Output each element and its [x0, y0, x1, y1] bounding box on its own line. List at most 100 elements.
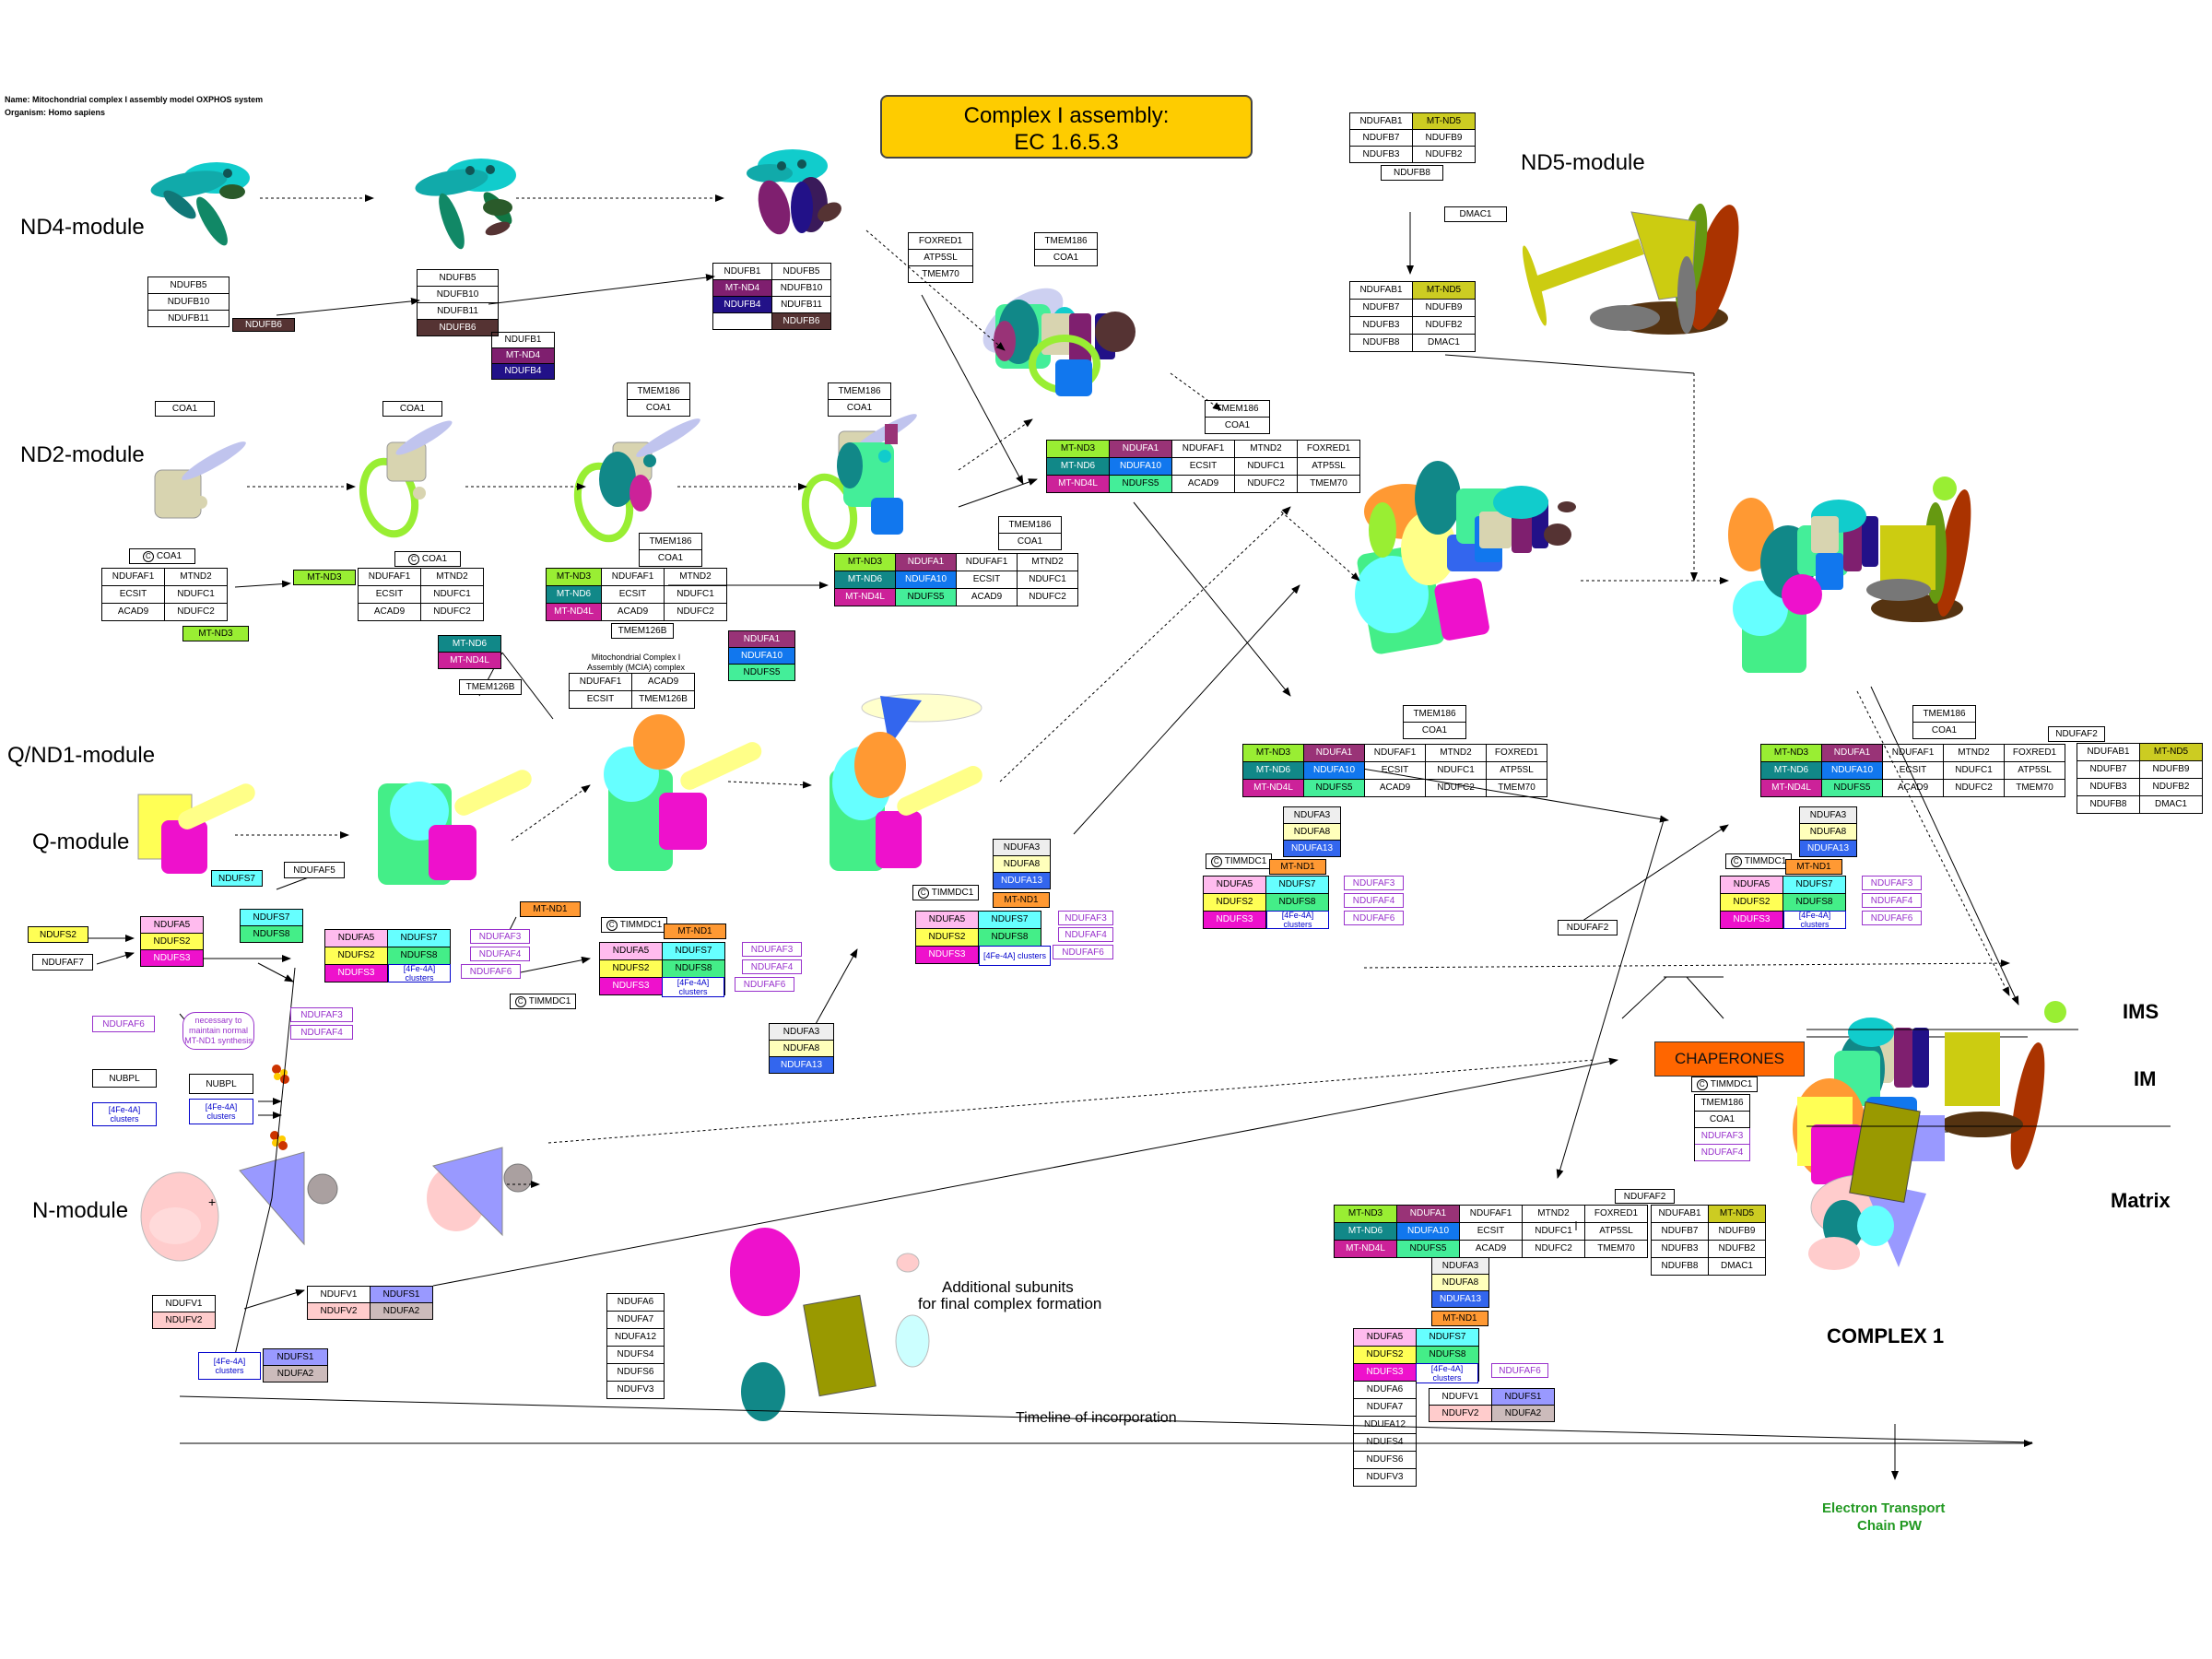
protein-ndufb2: NDUFB2	[1413, 317, 1476, 335]
protein-ndufs3: NDUFS3	[600, 978, 663, 995]
protein-coa1: COA1	[999, 534, 1062, 550]
protein-ndufs5: NDUFS5	[1822, 780, 1883, 797]
protein-ndufb2: NDUFB2	[2140, 779, 2203, 796]
protein-ndufb1: NDUFB1	[713, 264, 772, 280]
protein-mt-nd6: MT-ND6	[1243, 762, 1304, 780]
protein-ndufaf4: NDUFAF4	[1058, 927, 1113, 942]
protein-ndufa1: NDUFA1	[1304, 745, 1365, 762]
protein-ndufv3: NDUFV3	[607, 1382, 665, 1399]
protein-ndufa13: NDUFA13	[770, 1057, 834, 1074]
protein-nubpl: NUBPL	[189, 1074, 253, 1094]
empty-cell	[713, 313, 772, 330]
nd4-stage3-glyph	[747, 149, 841, 235]
nd2-stage1-glyph	[154, 441, 246, 519]
nd2-tmem186-b: TMEM186 COA1	[828, 382, 891, 417]
fe-s-cluster-box: [4Fe-4A] clusters	[979, 946, 1051, 966]
protein-ndufa8: NDUFA8	[1800, 824, 1857, 841]
protein-timmdc1: C TIMMDC1	[1691, 1077, 1758, 1092]
protein-nubpl: NUBPL	[92, 1069, 157, 1088]
intermediate2-table: MT-ND3 NDUFA1 NDUFAF1 MTND2 FOXRED1 MT-ND6 NDU…	[1760, 744, 2065, 797]
protein-mtnd2: MTND2	[1235, 441, 1298, 458]
protein-ndufc1: NDUFC1	[1426, 762, 1487, 780]
protein-ndufa13: NDUFA13	[1284, 841, 1341, 857]
complex1-final-glyph	[1793, 1001, 2066, 1270]
additional-subunits-glyph	[730, 1228, 930, 1421]
protein-tmem126b: TMEM126B	[459, 679, 522, 695]
protein-ndufa1: NDUFA1	[729, 631, 795, 648]
protein-ndufv1: NDUFV1	[308, 1287, 371, 1303]
protein-ndufs7: NDUFS7	[1417, 1329, 1479, 1347]
protein-ndufa5: NDUFA5	[600, 943, 663, 960]
nd4-ndufb1-table: NDUFB1 MT-ND4 NDUFB4	[491, 332, 555, 380]
protein-ndufaf1: NDUFAF1	[570, 674, 632, 691]
protein-ndufs8: NDUFS8	[979, 929, 1041, 947]
mcia-label-line2: Assembly (MCIA) complex	[587, 663, 686, 672]
module-label-qnd1: Q/ND1-module	[7, 743, 156, 768]
final-additional-table: NDUFA6 NDUFA7 NDUFA12 NDUFS4 NDUFS6 NDUFV3	[1353, 1381, 1417, 1487]
protein-ndufa10: NDUFA10	[729, 648, 795, 665]
nd2-stage3-table: MT-ND3 NDUFAF1 MTND2 MT-ND6 ECSIT NDUFC1 MT-ND…	[546, 568, 727, 621]
protein-ecsit: ECSIT	[1172, 458, 1235, 476]
protein-ndufs2: NDUFS2	[1354, 1347, 1417, 1364]
protein-ndufa8: NDUFA8	[1284, 824, 1341, 841]
protein-ecsit: ECSIT	[570, 691, 632, 709]
protein-ndufb9: NDUFB9	[2140, 761, 2203, 779]
n-stage2-table: NDUFV1 NDUFS1 NDUFV2 NDUFA2	[307, 1286, 433, 1320]
nd2-nda1-stack: NDUFA1 NDUFA10 NDUFS5	[728, 630, 795, 681]
protein-tmem186: TMEM186	[1206, 401, 1270, 418]
protein-mt-nd6: MT-ND6	[439, 636, 501, 653]
protein-ndufa1: NDUFA1	[896, 554, 957, 571]
protein-ndufb8: NDUFB8	[1350, 335, 1413, 352]
final-complex-table: MT-ND3 NDUFA1 NDUFAF1 MTND2 FOXRED1 MT-ND6 NDU…	[1334, 1205, 1648, 1258]
protein-ndufb8: NDUFB8	[1652, 1258, 1709, 1276]
protein-ndufb10: NDUFB10	[148, 294, 229, 311]
protein-ndufc2: NDUFC2	[1944, 780, 2005, 797]
protein-mt-nd3: MT-ND3	[1047, 441, 1110, 458]
intermediate2-tmem186: TMEM186 COA1	[1912, 705, 1976, 739]
module-label-nd2: ND2-module	[20, 442, 145, 467]
etc-link-line1[interactable]: Electron Transport	[1822, 1500, 1946, 1516]
protein-ndufs8: NDUFS8	[388, 947, 451, 965]
protein-ndufaf4: NDUFAF4	[290, 1025, 353, 1040]
protein-ndufs3: NDUFS3	[916, 947, 979, 964]
protein-coa1: COA1	[155, 401, 215, 417]
organism-line: Organism: Homo sapiens	[5, 108, 106, 117]
membrane-label-matrix: Matrix	[2111, 1189, 2171, 1212]
protein-ndufaf1: NDUFAF1	[102, 569, 165, 586]
final-q-table: NDUFA5 NDUFS7 NDUFS2 NDUFS8 NDUFS3	[1353, 1328, 1479, 1382]
chaperone-list: TMEM186 COA1 NDUFAF3 NDUFAF4	[1694, 1094, 1750, 1161]
protein-coa1: COA1	[628, 400, 690, 417]
fe-s-cluster-box: [4Fe-4A] clusters	[1416, 1363, 1478, 1383]
protein-ndufa1: NDUFA1	[1397, 1206, 1460, 1223]
protein-ndufaf2: NDUFAF2	[1558, 920, 1618, 935]
membrane-label-im: IM	[2134, 1067, 2157, 1090]
protein-mt-nd4l: MT-ND4L	[1761, 780, 1822, 797]
protein-mtnd2: MTND2	[665, 569, 727, 586]
protein-dmac1: DMAC1	[1413, 335, 1476, 352]
protein-ndufa1: NDUFA1	[1822, 745, 1883, 762]
protein-atp5sl: ATP5SL	[909, 250, 973, 266]
protein-ndufb9: NDUFB9	[1413, 130, 1476, 147]
protein-tmem126b: TMEM126B	[611, 623, 674, 639]
protein-timmdc1: C TIMMDC1	[1206, 853, 1272, 869]
protein-atp5sl: ATP5SL	[1487, 762, 1547, 780]
protein-ndufs6: NDUFS6	[607, 1364, 665, 1382]
protein-ndufa5: NDUFA5	[1721, 877, 1783, 894]
protein-ndufs3: NDUFS3	[1204, 912, 1266, 929]
protein-ndufc2: NDUFC2	[1426, 780, 1487, 797]
protein-ndufa10: NDUFA10	[1822, 762, 1883, 780]
etc-link-line2[interactable]: Chain PW	[1857, 1518, 1922, 1534]
protein-ndufb2: NDUFB2	[1709, 1241, 1766, 1258]
n-stage2-glyph	[239, 1151, 338, 1246]
fe-s-cluster-box: [4Fe-4A] clusters	[189, 1099, 253, 1124]
intermediate2-q-table: NDUFA5 NDUFS7 NDUFS2 NDUFS8 NDUFS3	[1720, 876, 1846, 929]
protein-mt-nd4: MT-ND4	[492, 348, 555, 364]
protein-tmem186: TMEM186	[1695, 1095, 1750, 1112]
protein-ndufaf6: NDUFAF6	[1053, 945, 1113, 959]
protein-ecsit: ECSIT	[1460, 1223, 1523, 1241]
protein-ndufc1: NDUFC1	[1018, 571, 1078, 589]
module-label-n: N-module	[32, 1198, 129, 1223]
protein-mt-nd4l: MT-ND4L	[547, 604, 602, 621]
protein-timmdc1: C TIMMDC1	[510, 994, 576, 1009]
protein-acad9: ACAD9	[1460, 1241, 1523, 1258]
